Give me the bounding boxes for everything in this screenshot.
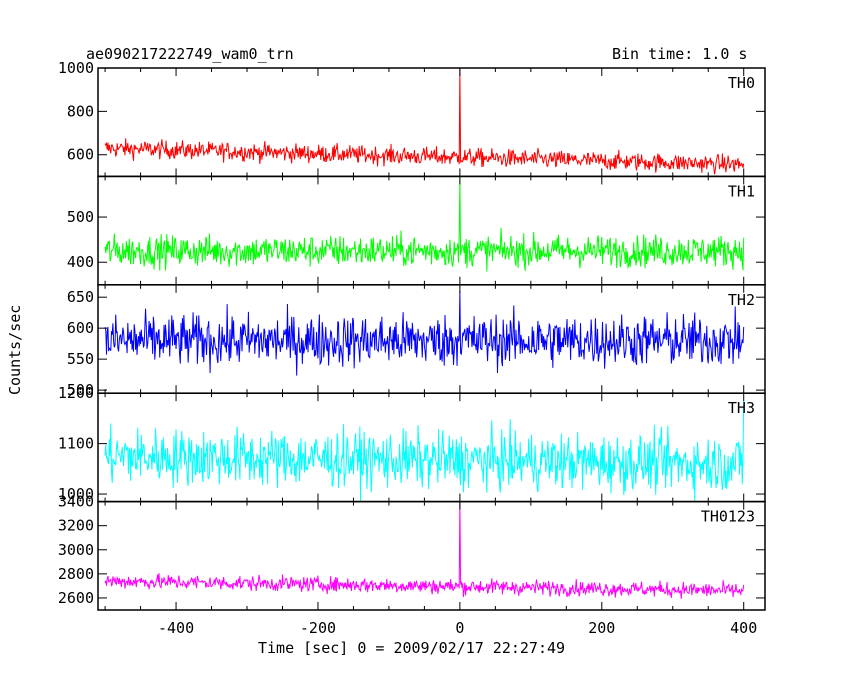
panel-frame-TH0 [97,67,766,178]
y-tick-label-TH3: 1000 [58,485,94,503]
y-tick-label-TH0123: 3400 [58,493,94,511]
y-axis-label: Counts/sec [6,304,24,395]
panel-label-TH3: TH3 [728,399,755,417]
chart-title: ae090217222749_wam0_trn [86,45,294,63]
panel-label-TH0: TH0 [728,74,755,92]
panel-label-TH0123: TH0123 [701,508,755,526]
y-tick-label-TH1: 500 [67,208,94,226]
y-tick-label-TH3: 1100 [58,435,94,453]
panel-frame-TH1 [97,175,766,286]
x-tick-label: 0 [455,619,464,637]
panel-label-TH1: TH1 [728,182,755,200]
y-tick-label-TH0: 600 [67,146,94,164]
panel-label-TH2: TH2 [728,291,755,309]
y-tick-label-TH0123: 3200 [58,517,94,535]
x-axis-label: Time [sec] 0 = 2009/02/17 22:27:49 [258,639,566,657]
series-line-TH0 [104,68,745,175]
y-tick-label-TH2: 650 [67,288,94,306]
y-tick-label-TH0123: 2600 [58,589,94,607]
y-tick-label-TH0: 800 [67,102,94,120]
y-tick-label-TH2: 600 [67,319,94,337]
series-line-TH2 [104,290,745,376]
y-tick-label-TH0: 1000 [58,59,94,77]
y-tick-label-TH2: 500 [67,381,94,399]
y-tick-label-TH0123: 3000 [58,541,94,559]
series-line-TH1 [104,178,745,272]
x-tick-label: -400 [158,619,194,637]
x-tick-label: 400 [730,619,757,637]
y-tick-label-TH0123: 2800 [58,565,94,583]
panel-frame-TH0123 [97,500,766,611]
series-line-TH0123 [104,501,745,599]
y-tick-label-TH3: 1200 [58,384,94,402]
series-line-TH3 [104,400,745,502]
y-tick-label-TH1: 400 [67,253,94,271]
x-tick-label: -200 [300,619,336,637]
x-tick-label: 200 [588,619,615,637]
bin-time-label: Bin time: 1.0 s [612,45,748,63]
y-tick-label-TH2: 550 [67,350,94,368]
